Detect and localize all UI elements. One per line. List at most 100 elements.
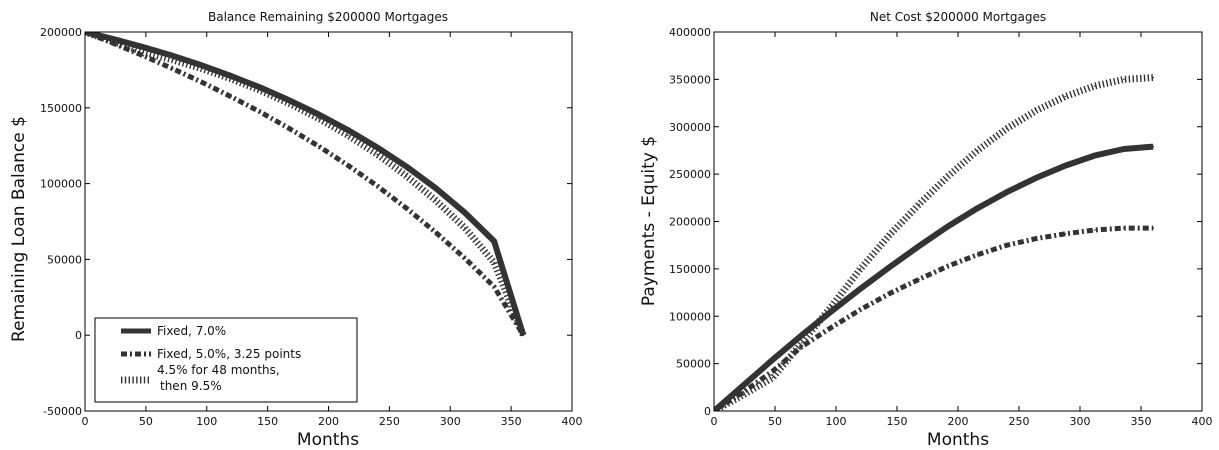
x-axis-label: Months bbox=[297, 430, 359, 450]
data-point bbox=[830, 306, 832, 308]
data-point bbox=[434, 199, 437, 202]
data-point bbox=[1006, 191, 1008, 193]
data-point bbox=[1035, 109, 1037, 112]
data-point bbox=[288, 127, 291, 130]
y-tick-label: 200000 bbox=[669, 216, 711, 229]
y-axis-label: Remaining Loan Balance $ bbox=[9, 116, 29, 342]
y-tick-label: 300000 bbox=[669, 121, 711, 134]
x-tick-label: 300 bbox=[440, 415, 461, 428]
plot-area: 0 50 100 150 200 250 300 350 400-500000500001000… bbox=[40, 26, 583, 428]
net-cost-chart: Net Cost $200000 Mortgages Months Paymen… bbox=[639, 10, 1213, 450]
y-tick-label: 250000 bbox=[669, 168, 711, 181]
legend-label-arm-line-2: then 9.5% bbox=[160, 379, 222, 393]
data-point bbox=[888, 266, 891, 268]
y-axis-label: Payments - Equity $ bbox=[639, 136, 659, 306]
legend-label-arm: 4.5% for 48 months, then 9.5% bbox=[157, 363, 284, 393]
series-group bbox=[85, 32, 527, 337]
series-line-solid bbox=[85, 32, 527, 337]
y-tick-label: 0 bbox=[75, 329, 82, 342]
series-line-solid bbox=[714, 143, 1154, 411]
data-point bbox=[376, 185, 379, 187]
x-axis-label: Months bbox=[927, 430, 989, 450]
x-tick-label: 250 bbox=[1009, 415, 1030, 428]
y-tick-label: -50000 bbox=[43, 405, 82, 418]
data-point bbox=[288, 99, 291, 102]
y-tick-label: 100000 bbox=[40, 178, 82, 191]
x-tick-label: 150 bbox=[887, 415, 908, 428]
y-tick-label: 100000 bbox=[669, 310, 711, 323]
chart-title: Balance Remaining $200000 Mortgages bbox=[208, 10, 448, 24]
data-point bbox=[142, 51, 145, 54]
data-point bbox=[171, 55, 174, 57]
data-point bbox=[1064, 233, 1067, 235]
x-tick-label: 100 bbox=[196, 415, 217, 428]
legend-label-fixed-5: Fixed, 5.0%, 3.25 points bbox=[157, 347, 301, 361]
data-point bbox=[742, 394, 745, 396]
series-line-dashdot bbox=[714, 225, 1154, 411]
data-point bbox=[347, 164, 349, 167]
data-point bbox=[288, 102, 291, 105]
data-point bbox=[522, 334, 525, 337]
data-point bbox=[801, 342, 803, 344]
data-point bbox=[801, 334, 803, 337]
plot-area: 0 50 100 150 200 250 300 350 400 0 50000 100000 1500… bbox=[669, 26, 1213, 428]
x-tick-label: 350 bbox=[501, 415, 522, 428]
data-point bbox=[201, 67, 203, 70]
data-point bbox=[947, 175, 949, 177]
data-point bbox=[376, 146, 379, 149]
data-point bbox=[464, 227, 466, 229]
y-tick-label: 350000 bbox=[669, 73, 711, 86]
data-point bbox=[859, 288, 862, 290]
data-point bbox=[947, 225, 949, 227]
y-tick-label: 50000 bbox=[47, 253, 82, 266]
series-group bbox=[714, 74, 1154, 411]
data-point bbox=[742, 384, 745, 387]
data-point bbox=[201, 81, 203, 83]
data-point bbox=[259, 111, 262, 113]
series-line-dotted bbox=[85, 32, 527, 337]
data-point bbox=[1152, 76, 1154, 79]
x-tick-label: 0 bbox=[711, 415, 718, 428]
data-point bbox=[347, 134, 349, 137]
data-point bbox=[918, 278, 920, 281]
chart-title: Net Cost $200000 Mortgages bbox=[870, 10, 1046, 24]
data-point bbox=[771, 370, 774, 373]
data-point bbox=[1064, 95, 1067, 98]
legend-label-fixed-7: Fixed, 7.0% bbox=[157, 324, 226, 338]
y-tick-label: 400000 bbox=[669, 26, 711, 39]
y-tick-label: 150000 bbox=[40, 102, 82, 115]
x-tick-label: 300 bbox=[1070, 415, 1091, 428]
data-point bbox=[888, 292, 891, 295]
data-point bbox=[1093, 85, 1096, 87]
data-point bbox=[1064, 164, 1067, 167]
data-point bbox=[976, 207, 979, 209]
x-tick-label: 0 bbox=[82, 415, 89, 428]
data-point bbox=[113, 41, 115, 43]
x-tick-label: 100 bbox=[826, 415, 847, 428]
data-point bbox=[376, 153, 379, 156]
data-point bbox=[464, 257, 466, 260]
data-point bbox=[1093, 154, 1096, 157]
data-point bbox=[318, 145, 320, 148]
data-point bbox=[434, 187, 437, 189]
data-point bbox=[347, 129, 349, 131]
data-point bbox=[493, 261, 495, 264]
data-point bbox=[947, 265, 949, 267]
legend: Fixed, 7.0% Fixed, 5.0%, 3.25 points 4.5… bbox=[94, 317, 358, 403]
data-point bbox=[1152, 145, 1154, 148]
x-tick-label: 350 bbox=[1131, 415, 1152, 428]
data-point bbox=[405, 207, 408, 209]
series-line-dotted bbox=[714, 74, 1154, 411]
y-tick-label: 50000 bbox=[676, 358, 711, 371]
data-point bbox=[1123, 227, 1125, 229]
data-point bbox=[1093, 229, 1096, 231]
data-point bbox=[1123, 148, 1125, 150]
data-point bbox=[918, 203, 920, 206]
data-point bbox=[771, 359, 774, 361]
series-line-dashdot bbox=[85, 32, 526, 337]
data-point bbox=[142, 55, 145, 57]
data-point bbox=[493, 240, 495, 242]
data-point bbox=[1006, 244, 1008, 246]
y-tick-label: 150000 bbox=[669, 263, 711, 276]
